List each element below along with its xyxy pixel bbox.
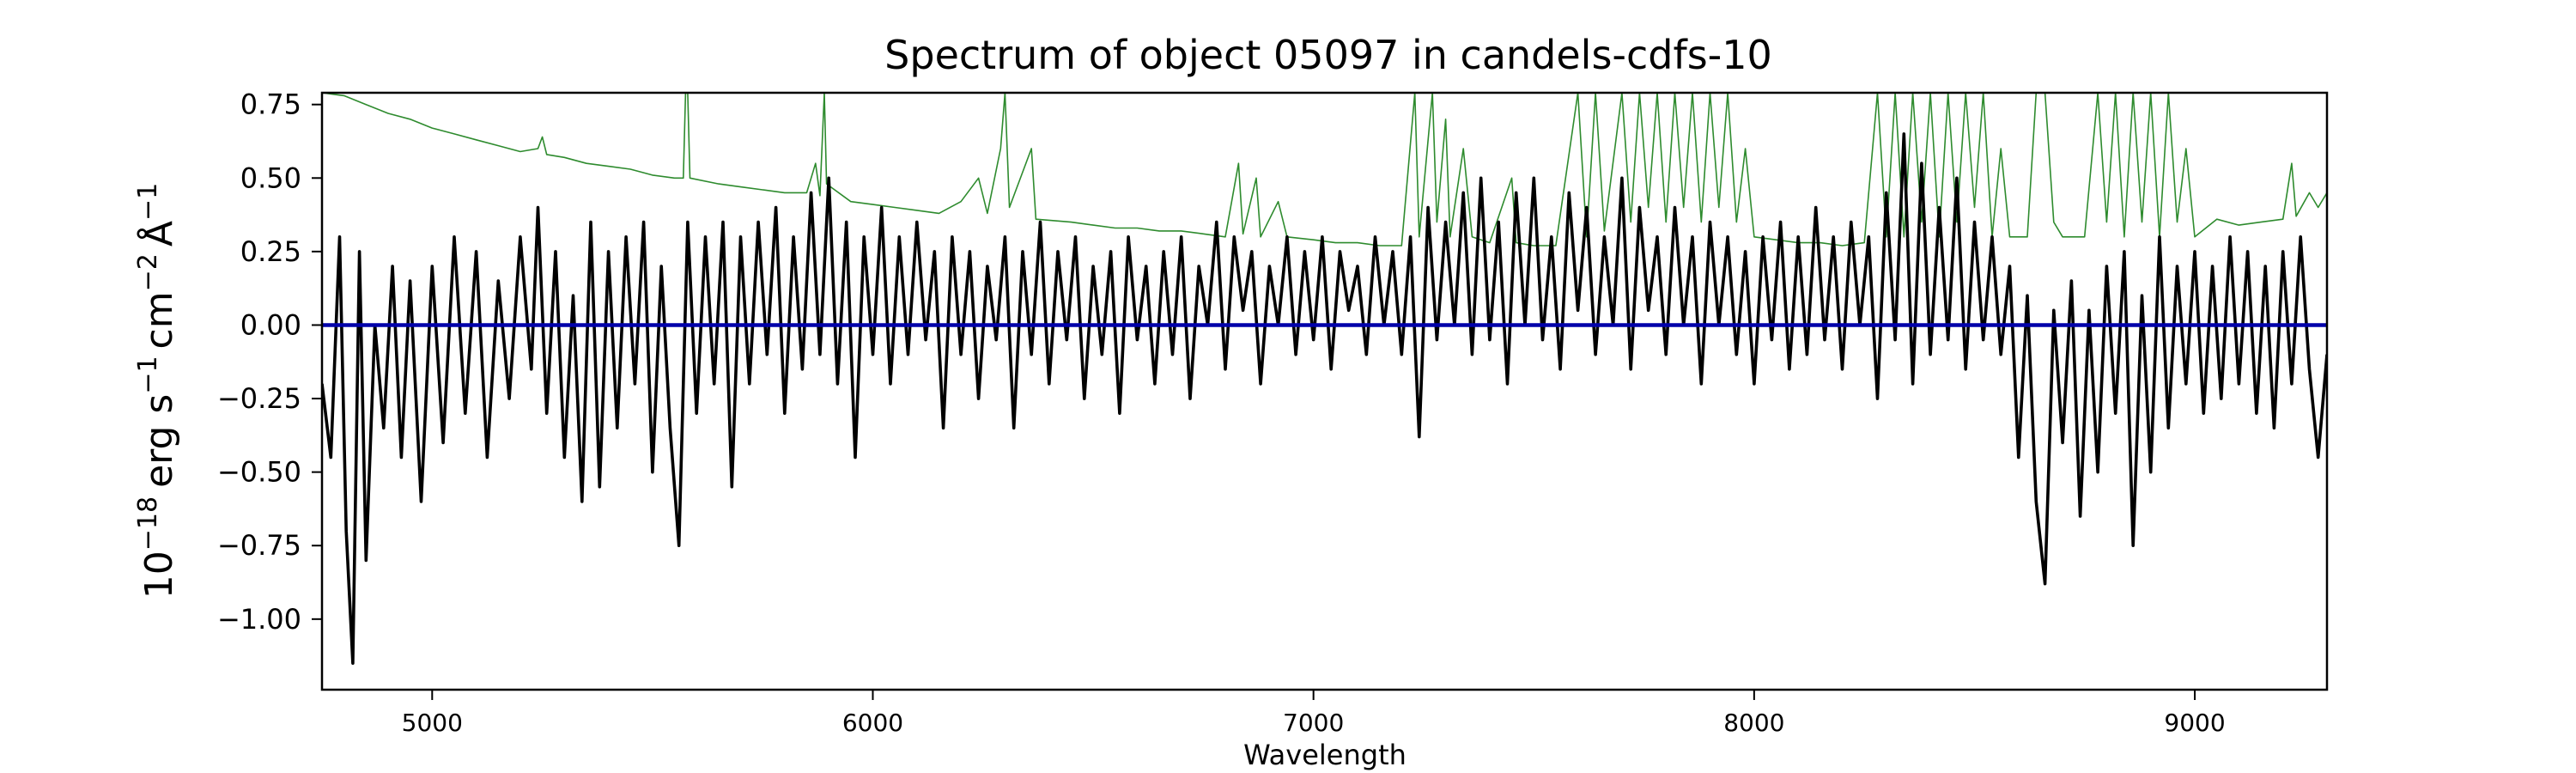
x-axis-label: Wavelength <box>1243 739 1406 771</box>
series-line-1 <box>322 93 2327 247</box>
x-tick-label: 8000 <box>1723 709 1784 737</box>
y-label-base-exp: −18 <box>133 496 163 551</box>
series-line-0 <box>322 132 2327 666</box>
x-tick-label: 6000 <box>842 709 903 737</box>
y-tick-label: 0.00 <box>240 308 301 341</box>
plot-frame <box>320 91 2329 691</box>
series-layer <box>322 93 2327 666</box>
y-tick-label: 0.50 <box>240 161 301 194</box>
y-tick-label: −0.75 <box>217 529 301 562</box>
y-label-unit3: Å <box>136 221 181 247</box>
y-axis-label: 10−18erg s−1cm−2Å−1 <box>133 183 181 599</box>
y-label-unit2-exp: −2 <box>133 253 163 291</box>
y-label-unit2: cm <box>137 291 181 349</box>
y-tick-label: −0.50 <box>217 456 301 489</box>
y-tick-label: −0.25 <box>217 382 301 415</box>
x-tick-label: 5000 <box>402 709 463 737</box>
y-label-unit1-exp: −1 <box>133 356 163 393</box>
x-tick-label: 9000 <box>2164 709 2225 737</box>
y-axis: −1.00 −0.75 −0.50 −0.25 0.00 0.25 0.50 0.75 <box>217 88 322 636</box>
y-label-unit3-exp: −1 <box>133 183 163 221</box>
y-tick-label: 0.75 <box>240 88 301 121</box>
y-label-unit1: erg s <box>137 394 181 488</box>
chart-title: Spectrum of object 05097 in candels-cdfs… <box>884 32 1772 78</box>
x-axis: 5000 6000 7000 8000 9000 <box>402 690 2226 737</box>
y-tick-label: 0.25 <box>240 235 301 268</box>
y-tick-label: −1.00 <box>217 603 301 636</box>
x-tick-label: 7000 <box>1283 709 1344 737</box>
y-label-base: 10 <box>137 551 181 599</box>
